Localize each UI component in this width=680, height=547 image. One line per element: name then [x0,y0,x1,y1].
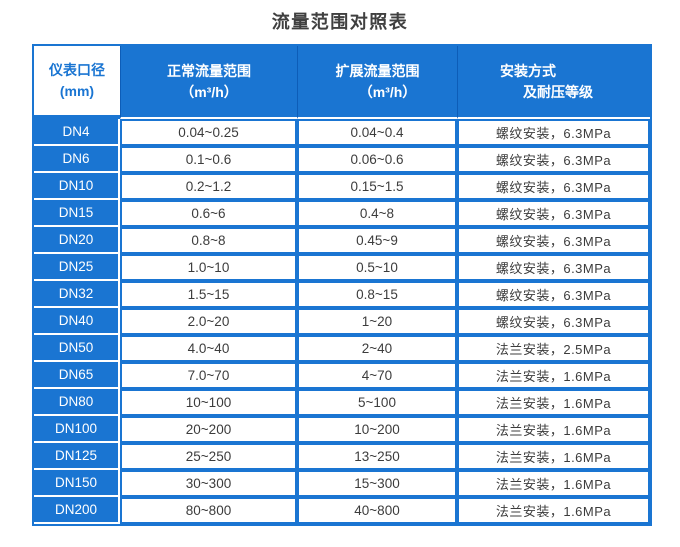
normal-flow-cell: 0.1~0.6 [120,146,297,173]
table-body: DN4 0.04~0.25 0.04~0.4 螺纹安装，6.3MPa DN6 0… [34,119,650,524]
installation-cell: 法兰安装，1.6MPa [457,497,650,524]
normal-flow-cell: 2.0~20 [120,308,297,335]
table-row: DN80 10~100 5~100 法兰安装，1.6MPa [34,389,650,416]
table-row: DN20 0.8~8 0.45~9 螺纹安装，6.3MPa [34,227,650,254]
normal-flow-cell: 4.0~40 [120,335,297,362]
dn-size-cell: DN150 [34,470,120,497]
header-row: 仪表口径 (mm) 正常流量范围 （m³/h） 扩展流量范围 （m³/h） 安装… [34,46,650,119]
dn-size-cell: DN25 [34,254,120,281]
extended-flow-cell: 13~250 [297,443,457,470]
normal-flow-cell: 20~200 [120,416,297,443]
extended-flow-cell: 0.45~9 [297,227,457,254]
extended-flow-cell: 1~20 [297,308,457,335]
header-meter-diameter-unit: (mm) [59,82,95,99]
dn-size-cell: DN200 [34,497,120,524]
extended-flow-cell: 15~300 [297,470,457,497]
dn-size-cell: DN6 [34,146,120,173]
extended-flow-cell: 0.06~0.6 [297,146,457,173]
dn-size-cell: DN15 [34,200,120,227]
table-row: DN65 7.0~70 4~70 法兰安装，1.6MPa [34,362,650,389]
installation-cell: 法兰安装，1.6MPa [457,470,650,497]
extended-flow-cell: 0.5~10 [297,254,457,281]
table-row: DN40 2.0~20 1~20 螺纹安装，6.3MPa [34,308,650,335]
table-row: DN10 0.2~1.2 0.15~1.5 螺纹安装，6.3MPa [34,173,650,200]
dn-size-cell: DN100 [34,416,120,443]
installation-cell: 法兰安装，1.6MPa [457,443,650,470]
page-title: 流量范围对照表 [271,12,409,32]
normal-flow-cell: 10~100 [120,389,297,416]
header-extended-flow-unit: （m³/h） [358,83,417,100]
dn-size-cell: DN10 [34,173,120,200]
table-row: DN150 30~300 15~300 法兰安装，1.6MPa [34,470,650,497]
table-row: DN6 0.1~0.6 0.06~0.6 螺纹安装，6.3MPa [34,146,650,173]
installation-cell: 法兰安装，1.6MPa [457,389,650,416]
extended-flow-cell: 0.15~1.5 [297,173,457,200]
table-row: DN25 1.0~10 0.5~10 螺纹安装，6.3MPa [34,254,650,281]
extended-flow-cell: 5~100 [297,389,457,416]
extended-flow-cell: 2~40 [297,335,457,362]
header-normal-flow-unit: （m³/h） [180,83,238,100]
flow-range-table: 仪表口径 (mm) 正常流量范围 （m³/h） 扩展流量范围 （m³/h） 安装… [32,44,652,526]
normal-flow-cell: 1.0~10 [120,254,297,281]
installation-cell: 螺纹安装，6.3MPa [457,281,650,308]
normal-flow-cell: 7.0~70 [120,362,297,389]
installation-cell: 螺纹安装，6.3MPa [457,173,650,200]
dn-size-cell: DN4 [34,119,120,146]
extended-flow-cell: 4~70 [297,362,457,389]
installation-cell: 法兰安装，2.5MPa [457,335,650,362]
page: 流量范围对照表 仪表口径 (mm) 正常流量范围 （m³/h） 扩展流量范围 （… [0,0,680,526]
normal-flow-cell: 0.04~0.25 [120,119,297,146]
normal-flow-cell: 80~800 [120,497,297,524]
installation-cell: 螺纹安装，6.3MPa [457,227,650,254]
header-normal-flow-range: 正常流量范围 （m³/h） [120,46,297,119]
dn-size-cell: DN50 [34,335,120,362]
dn-size-cell: DN65 [34,362,120,389]
normal-flow-cell: 1.5~15 [120,281,297,308]
installation-cell: 螺纹安装，6.3MPa [457,146,650,173]
installation-cell: 法兰安装，1.6MPa [457,362,650,389]
normal-flow-cell: 0.6~6 [120,200,297,227]
dn-size-cell: DN20 [34,227,120,254]
header-extended-flow-label: 扩展流量范围 [335,62,420,79]
normal-flow-cell: 30~300 [120,470,297,497]
installation-cell: 螺纹安装，6.3MPa [457,200,650,227]
normal-flow-cell: 25~250 [120,443,297,470]
table-row: DN100 20~200 10~200 法兰安装，1.6MPa [34,416,650,443]
extended-flow-cell: 0.4~8 [297,200,457,227]
dn-size-cell: DN32 [34,281,120,308]
installation-cell: 法兰安装，1.6MPa [457,416,650,443]
dn-size-cell: DN40 [34,308,120,335]
dn-size-cell: DN80 [34,389,120,416]
header-installation-sublabel: 及耐压等级 [523,83,593,100]
installation-cell: 螺纹安装，6.3MPa [457,119,650,146]
header-meter-diameter: 仪表口径 (mm) [34,46,120,119]
table-row: DN200 80~800 40~800 法兰安装，1.6MPa [34,497,650,524]
table-row: DN125 25~250 13~250 法兰安装，1.6MPa [34,443,650,470]
installation-cell: 螺纹安装，6.3MPa [457,254,650,281]
header-meter-diameter-label: 仪表口径 [49,61,105,78]
dn-size-cell: DN125 [34,443,120,470]
extended-flow-cell: 0.04~0.4 [297,119,457,146]
table-row: DN4 0.04~0.25 0.04~0.4 螺纹安装，6.3MPa [34,119,650,146]
extended-flow-cell: 40~800 [297,497,457,524]
header-installation-label: 安装方式 [500,62,556,79]
normal-flow-cell: 0.8~8 [120,227,297,254]
header-installation: 安装方式 及耐压等级 [457,46,650,119]
extended-flow-cell: 0.8~15 [297,281,457,308]
header-extended-flow-range: 扩展流量范围 （m³/h） [297,46,457,119]
extended-flow-cell: 10~200 [297,416,457,443]
header-normal-flow-label: 正常流量范围 [167,62,251,79]
table-row: DN15 0.6~6 0.4~8 螺纹安装，6.3MPa [34,200,650,227]
table-row: DN32 1.5~15 0.8~15 螺纹安装，6.3MPa [34,281,650,308]
normal-flow-cell: 0.2~1.2 [120,173,297,200]
installation-cell: 螺纹安装，6.3MPa [457,308,650,335]
table-row: DN50 4.0~40 2~40 法兰安装，2.5MPa [34,335,650,362]
